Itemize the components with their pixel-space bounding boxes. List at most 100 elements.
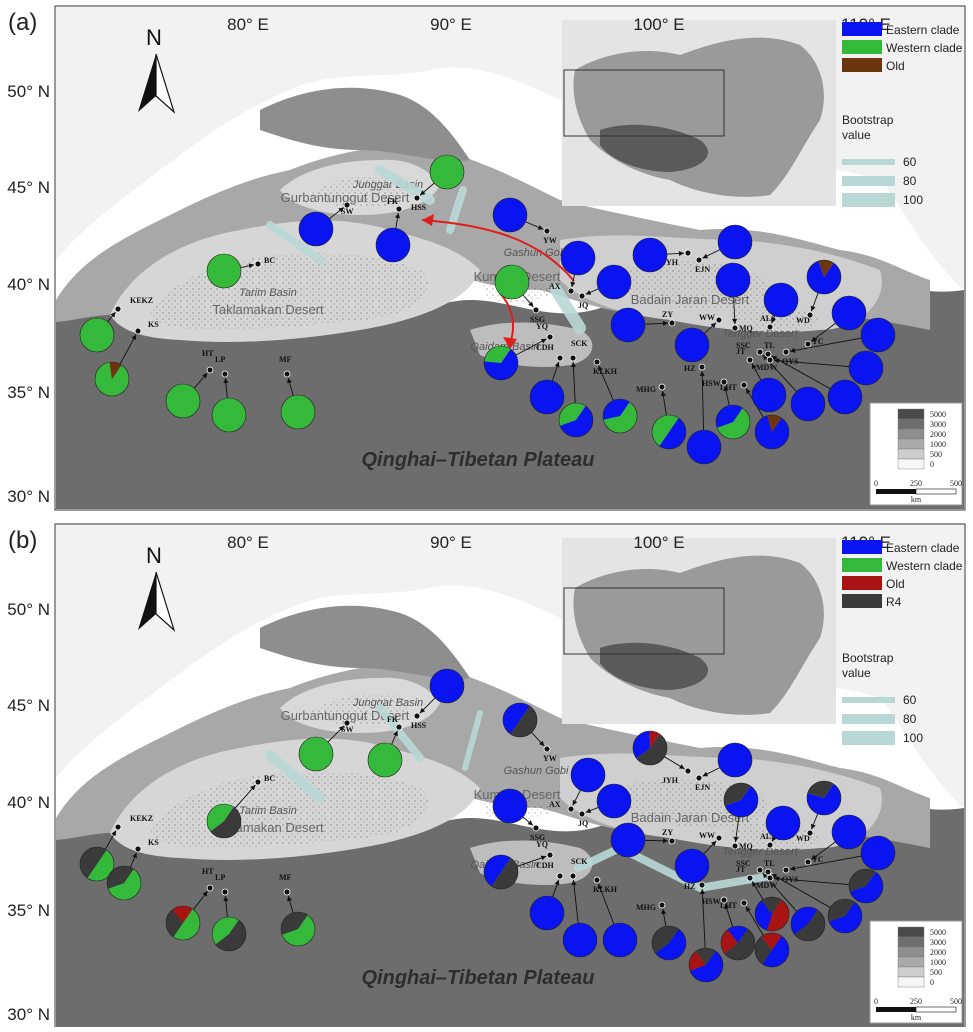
- pie-connector-arrowhead: [810, 305, 816, 312]
- north-arrow-light-half: [155, 571, 176, 632]
- site-point-ht: [206, 884, 214, 892]
- site-label-mhg: MHG: [636, 903, 656, 912]
- pie-connector-arrowhead: [732, 318, 738, 325]
- elevation-value: 1000: [930, 958, 946, 967]
- pie-slice: [765, 805, 801, 841]
- site-label-mdw: MDW: [756, 881, 777, 890]
- pie-slice: [633, 731, 650, 759]
- pie-chart-sck: [562, 922, 598, 958]
- elevation-swatch: [897, 946, 925, 958]
- pie-connector-arrowhead: [537, 225, 544, 230]
- site-point-jyh: [684, 249, 692, 257]
- pie-slice: [560, 240, 596, 276]
- pie-chart-qys: [860, 317, 896, 353]
- region-label-junggar: Junggar Basin: [352, 697, 423, 709]
- pie-slice: [723, 783, 751, 806]
- pie-slice: [767, 899, 790, 931]
- elevation-value: 5000: [930, 410, 946, 419]
- north-arrow-light-half: [155, 53, 176, 114]
- pie-chart-ssc: [790, 906, 826, 942]
- elevation-value: 500: [930, 968, 942, 977]
- pie-chart-mf: [280, 911, 316, 947]
- pie-slice: [827, 379, 863, 415]
- panel-label: (b): [8, 527, 37, 554]
- latitude-label: 50° N: [7, 82, 50, 101]
- site-point-bc: [254, 778, 262, 786]
- pie-connector: [234, 784, 256, 809]
- elevation-swatch: [897, 438, 925, 450]
- site-label-fk: FK: [387, 197, 399, 206]
- site-label-jyh: JYH: [662, 258, 679, 267]
- region-label-badain: Badain Jaran Desert: [631, 292, 750, 307]
- latitude-label: 40° N: [7, 275, 50, 294]
- pie-chart-ejn: [717, 224, 753, 260]
- pie-chart-jt: [751, 377, 787, 413]
- site-label-ht: HT: [202, 349, 214, 358]
- pie-outline: [483, 345, 519, 381]
- north-arrow-dark-half: [138, 54, 156, 112]
- site-label-yc: YC: [812, 855, 824, 864]
- pie-connector-arrowhead: [597, 883, 603, 890]
- site-point-ax: [567, 805, 575, 813]
- site-label-ejn: EJN: [695, 783, 710, 792]
- region-label-gashun: Gashun Gobi: [504, 247, 569, 259]
- pie-slice: [529, 379, 565, 415]
- site-point-wd: [806, 311, 814, 319]
- pie-slice: [95, 362, 130, 397]
- region-label-gashun: Gashun Gobi: [504, 765, 569, 777]
- pie-outline: [602, 398, 638, 434]
- migration-arrowhead: [422, 214, 434, 226]
- pie-chart-hz: [688, 947, 724, 983]
- pie-connector-arrowhead: [710, 322, 717, 328]
- site-point-klkh: [593, 358, 601, 366]
- scale-bar-black: [876, 489, 916, 494]
- elevation-value: 0: [930, 460, 934, 469]
- pie-slice: [848, 350, 884, 386]
- elevation-value: 1000: [930, 440, 946, 449]
- pie-slice: [109, 362, 122, 379]
- pie-chart-kekz: [79, 846, 115, 882]
- pie-slice: [724, 928, 755, 960]
- site-label-lht: LHT: [720, 383, 738, 392]
- site-point-ww: [715, 316, 723, 324]
- pie-slice: [761, 933, 782, 950]
- pie-slice: [603, 401, 637, 433]
- site-label-kekz: KEKZ: [130, 296, 153, 305]
- pie-chart-ht: [165, 383, 201, 419]
- bootstrap-value: 60: [903, 155, 917, 169]
- pie-outline: [79, 846, 115, 882]
- pie-slice: [755, 936, 772, 965]
- pie-slice: [559, 405, 593, 437]
- pie-chart-ww: [674, 848, 710, 884]
- pie-connector: [745, 906, 764, 936]
- bootstrap-value: 80: [903, 174, 917, 188]
- site-point-hz: [698, 881, 706, 889]
- bootstrap-value: 100: [903, 193, 923, 207]
- pie-outline: [754, 932, 790, 968]
- scale-unit: km: [911, 495, 922, 504]
- pie-chart-ks: [94, 361, 130, 397]
- pie-chart-mdw: [848, 868, 884, 904]
- elevation-value: 500: [930, 450, 942, 459]
- site-label-mq: MQ: [739, 324, 753, 333]
- site-point-zy: [668, 319, 676, 327]
- pie-slice: [215, 919, 246, 951]
- pie-connector: [789, 855, 862, 870]
- pie-slice: [751, 377, 787, 413]
- tengger-desert-dots: [729, 304, 820, 337]
- site-point-mq: [731, 324, 739, 332]
- pie-chart-jq: [596, 264, 632, 300]
- site-label-bc: BC: [264, 774, 275, 783]
- pie-slice: [649, 731, 660, 748]
- legend-swatch: [842, 40, 882, 54]
- pie-chart-hss: [429, 154, 465, 190]
- region-label-taklamakan: Taklamakan Desert: [212, 302, 324, 317]
- region-label-tengger: Tengger Desert: [722, 846, 798, 858]
- pie-chart-mdw: [848, 350, 884, 386]
- pie-chart-zy: [610, 307, 646, 343]
- elevation-value: 0: [930, 978, 934, 987]
- bootstrap-bar: [550, 284, 586, 334]
- pie-connector-arrowhead: [762, 872, 768, 879]
- bootstrap-value: 60: [903, 693, 917, 707]
- pie-outline: [720, 925, 756, 961]
